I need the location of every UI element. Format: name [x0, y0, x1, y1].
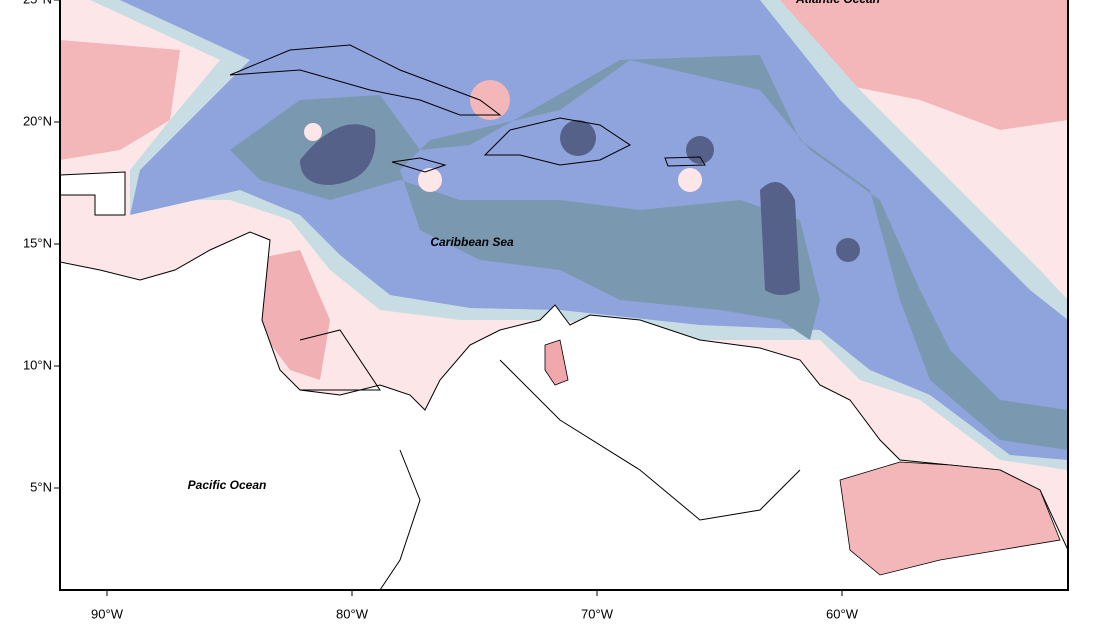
lat-tick-label: 20°N [23, 113, 52, 128]
lon-tick-label: 70°W [581, 606, 614, 621]
lon-tick-label: 80°W [336, 606, 369, 621]
field-pink [470, 80, 510, 120]
field-pink [678, 168, 702, 192]
field-dark [560, 120, 596, 156]
field-land-pink [544, 339, 569, 386]
field-pink [418, 168, 442, 192]
lat-tick-label: 15°N [23, 235, 52, 250]
field-dark [760, 182, 800, 295]
lat-tick-label: 10°N [23, 357, 52, 372]
island [229, 44, 502, 116]
border [299, 329, 801, 590]
lat-tick-label: 5°N [30, 479, 52, 494]
ocean-label: Pacific Ocean [188, 478, 267, 492]
field-land-pink [839, 461, 1061, 576]
field-dark [300, 124, 376, 185]
island [664, 156, 706, 167]
field-pink [780, 0, 1068, 130]
land [60, 171, 126, 216]
lon-tick-label: 90°W [91, 606, 124, 621]
field-pink [304, 123, 322, 141]
ocean-label: Atlantic Ocean [795, 0, 880, 6]
field-dark [836, 238, 860, 262]
ocean-label: Caribbean Sea [430, 235, 514, 249]
field-slate [230, 55, 1068, 450]
island [391, 157, 447, 173]
lon-tick-label: 60°W [826, 606, 859, 621]
island [483, 117, 631, 166]
field-pink [250, 250, 330, 380]
lat-tick-label: 25°N [23, 0, 52, 6]
field-dark [686, 136, 714, 164]
map-panel [60, 0, 1068, 590]
field-pink [60, 40, 180, 160]
map-frame [59, 0, 1069, 591]
